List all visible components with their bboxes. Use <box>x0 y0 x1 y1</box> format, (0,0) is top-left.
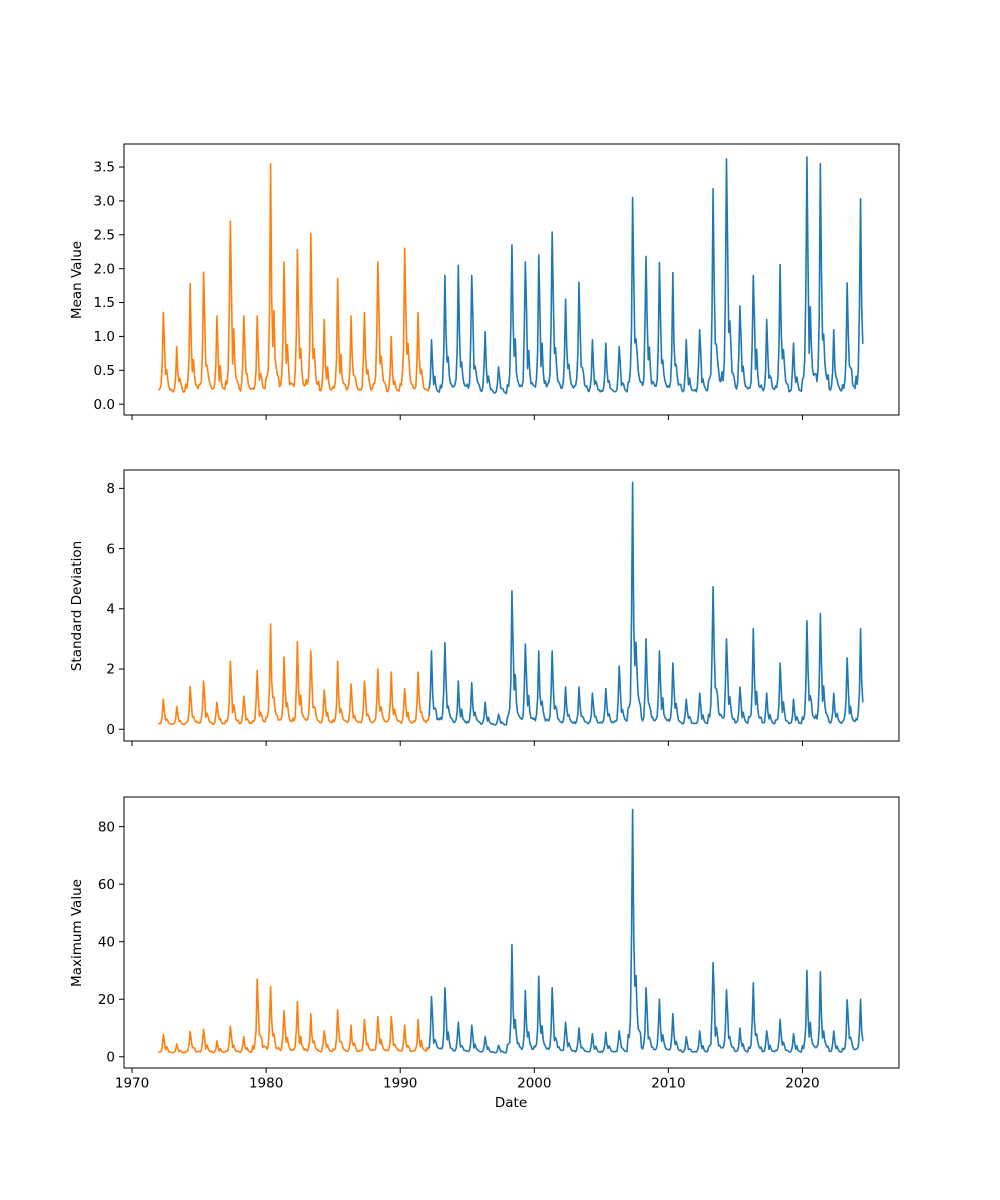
svg-text:0: 0 <box>106 1049 115 1065</box>
svg-text:0.0: 0.0 <box>94 397 115 413</box>
svg-text:1980: 1980 <box>249 1076 283 1092</box>
mean-value-axes: 0.0 0.5 1.0 1.5 2.0 2.5 3.0 3.5 <box>94 143 900 420</box>
svg-text:4: 4 <box>106 602 115 618</box>
svg-text:6: 6 <box>106 541 115 557</box>
svg-text:1970: 1970 <box>115 1076 149 1092</box>
svg-text:0: 0 <box>106 722 115 738</box>
svg-text:2.5: 2.5 <box>94 227 115 243</box>
svg-text:0.5: 0.5 <box>94 363 115 379</box>
svg-text:1.5: 1.5 <box>94 295 115 311</box>
svg-text:1.0: 1.0 <box>94 329 115 345</box>
svg-text:60: 60 <box>98 877 115 893</box>
svg-text:20: 20 <box>98 992 115 1008</box>
svg-text:3.0: 3.0 <box>94 194 115 210</box>
svg-text:2: 2 <box>106 662 115 678</box>
svg-text:40: 40 <box>98 934 115 950</box>
svg-text:8: 8 <box>106 481 115 497</box>
svg-text:2010: 2010 <box>651 1076 685 1092</box>
svg-text:80: 80 <box>98 819 115 835</box>
svg-text:3.5: 3.5 <box>94 160 115 176</box>
svg-text:2000: 2000 <box>517 1076 551 1092</box>
svg-text:1990: 1990 <box>383 1076 417 1092</box>
maximum-value-axes: 0 20 40 60 80 1970 1980 1990 2000 2010 2020 <box>98 796 900 1092</box>
standard-deviation-axes: 0 2 4 6 8 <box>106 469 900 746</box>
date-axis-label: Date <box>494 1095 528 1111</box>
svg-text:2020: 2020 <box>785 1076 819 1092</box>
mean-value-axis-label: Mean Value <box>69 240 85 319</box>
svg-text:2.0: 2.0 <box>94 261 115 277</box>
standard-deviation-axis-label: Standard Deviation <box>69 540 85 671</box>
maximum-value-axis-label: Maximum Value <box>69 878 85 987</box>
